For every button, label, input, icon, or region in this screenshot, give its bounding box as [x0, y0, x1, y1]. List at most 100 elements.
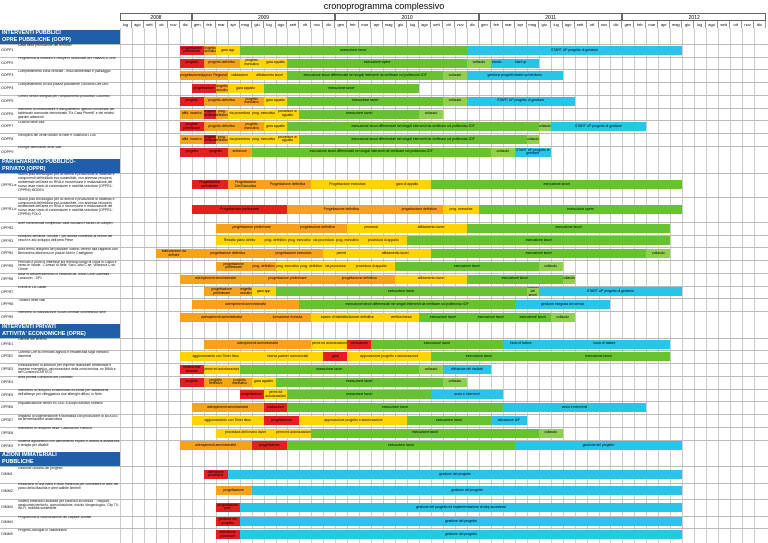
row-description: Officine dei terreno [18, 338, 47, 342]
gantt-bar: collaudo [538, 428, 563, 438]
row-code: OPPR4 [1, 251, 14, 256]
gantt-bar: collaudo [419, 365, 443, 374]
row-divider [0, 439, 768, 441]
gantt-bar: riserva partner commerciali [251, 352, 324, 362]
gantt-bar: esecuzione lavori [287, 403, 503, 413]
month-header: giu [539, 21, 551, 28]
gantt-bar: esecuzione lavori differenziati nei sing… [287, 71, 443, 81]
gantt-bar: prog. definitivo [299, 261, 324, 271]
month-header: gen [622, 21, 635, 28]
gantt-bar: gestione del progetto [251, 486, 683, 496]
month-header: apr [228, 21, 240, 28]
row-divider [0, 285, 768, 287]
gantt-bar: aggiornamento con Timer fisso [191, 415, 264, 425]
row-code: OPRE4 [1, 379, 14, 384]
gantt-bar: adempimenti amministrativi [179, 312, 264, 322]
gantt-bar: prog. definitivo [215, 134, 228, 144]
gantt-bar: esecuzione lavori differenziati nei sing… [299, 300, 515, 310]
gantt-bar: Progettazione definitiva [263, 180, 312, 190]
gantt-bar: esecuzione lavori [514, 312, 551, 322]
month-header: mar [646, 21, 659, 28]
gantt-bar: affidamento lavori [251, 71, 288, 81]
gantt-bar: gestione del progetto [239, 517, 683, 527]
gantt-bar: gestione nel progetto [215, 517, 240, 527]
row-description: Programma di restauro e recupero funzion… [18, 57, 116, 61]
gantt-bar: progettazione preliminare [215, 261, 252, 271]
gantt-bar: progettazione definitiva [323, 274, 396, 284]
row-description: Nuovo polo tecnologico per la ricerca e … [18, 173, 115, 192]
gantt-bar: progetto [179, 96, 204, 106]
month-header: nov [311, 21, 324, 28]
gantt-bar: prog. esecutiva [443, 205, 479, 214]
row-divider [0, 82, 768, 84]
row-description: Custodi delle valli [18, 120, 45, 124]
gantt-bar: collaudo dei lavori [526, 287, 539, 297]
gantt-bar: esecuzione lavori [395, 261, 539, 271]
gantt-bar: adempimenti amministrativi [191, 403, 264, 413]
row-description: Area privata Consorzio del Colombo [18, 376, 73, 380]
gantt-bar: avvio e interventi [431, 390, 503, 400]
gantt-bar: prog. esecutivo [287, 236, 312, 246]
month-header: nov [599, 21, 611, 28]
gantt-bar: progetto esecutivo [239, 122, 264, 132]
gantt-bar: progettazione definitiva [287, 223, 348, 233]
gantt-bar: Redatto piano diretto [215, 236, 264, 246]
gantt-bar: via procedura [227, 109, 252, 119]
row-code: OPRE6 [1, 405, 14, 410]
gantt-bar: esecuzione lavori [466, 223, 671, 233]
month-header: gen [192, 21, 204, 28]
gantt-bar: affidamento lavori [395, 274, 467, 284]
gantt-bar: prog. definitivo [263, 236, 288, 246]
month-header: gen [479, 21, 491, 28]
gantt-bar: costruzione [263, 403, 288, 413]
month-header: lug [551, 21, 563, 28]
row-code: OOPP8 [1, 137, 14, 142]
gantt-bar: progetto [179, 377, 204, 387]
gantt-bar: affid. incarico [179, 109, 204, 119]
section-header: INTERVENTI PUBBLICI OPRE PUBBLICHE (OOPP… [0, 30, 120, 44]
gantt-bar: adempimenti amministrativi [191, 300, 300, 310]
gantt-bar: progetto esecutivo [239, 96, 264, 106]
row-divider [0, 107, 768, 109]
gantt-bar: gestione progetti relativi sul territori… [466, 71, 563, 81]
gantt-bar: permi ed autorizzazioni [311, 339, 348, 349]
gantt-bar: progettazione definitiva [191, 249, 264, 259]
gantt-bar: progetto definitivo [203, 58, 240, 68]
row-code: OOPP1 [1, 47, 14, 52]
gantt-bar: esecuzione lavori [311, 428, 539, 438]
row-code: OPPR5 [1, 264, 14, 269]
month-header: ott [443, 21, 455, 28]
gantt-bar: inizio di fattore [502, 339, 539, 349]
row-code: OPPR8 [1, 302, 14, 307]
row-code: OPRE8 [1, 430, 14, 435]
gantt-bar: permit [323, 249, 360, 259]
row-divider [0, 260, 768, 262]
gantt-bar: gestione integrata dei servizi [514, 300, 611, 310]
row-description: Eventi di La Casse [18, 286, 47, 289]
gantt-bar: gara appalto [227, 84, 264, 94]
row-code: OPPR3 [1, 238, 14, 243]
row-divider [0, 337, 768, 339]
gantt-bar: collaudo [466, 58, 491, 68]
gantt-bar: adempimenti amministrativi [179, 274, 252, 284]
gantt-bar: progettazione [215, 486, 252, 496]
row-divider [0, 482, 768, 484]
month-header: ago [563, 21, 575, 28]
month-header: dic [754, 21, 766, 28]
row-description: Redazione di una Bella e buon elettricit… [18, 483, 119, 491]
month-header: sett [575, 21, 587, 28]
gantt-bar: gestione del progetto [239, 530, 683, 540]
row-description: Nuovo polo tecnologico per la ricerca e … [18, 197, 115, 217]
gantt-bar: gara [323, 352, 348, 362]
gantt-bar: permi ed autorizzazioni [203, 365, 240, 374]
gantt-bar: collaudo [443, 377, 467, 387]
month-header: ago [132, 21, 144, 28]
gantt-bar: Progettazione Def.Esecutiva [227, 180, 264, 190]
gantt-bar: START UP progetto di gestione [538, 287, 683, 297]
month-header: ago [706, 21, 719, 28]
gantt-bar: esame di fattibilità/licenze definitive [311, 312, 384, 322]
gantt-bar: progetto [179, 58, 204, 68]
gantt-bar: definizione procedure [215, 530, 240, 540]
month-header: ott [730, 21, 743, 28]
month-header: sett [287, 21, 300, 28]
